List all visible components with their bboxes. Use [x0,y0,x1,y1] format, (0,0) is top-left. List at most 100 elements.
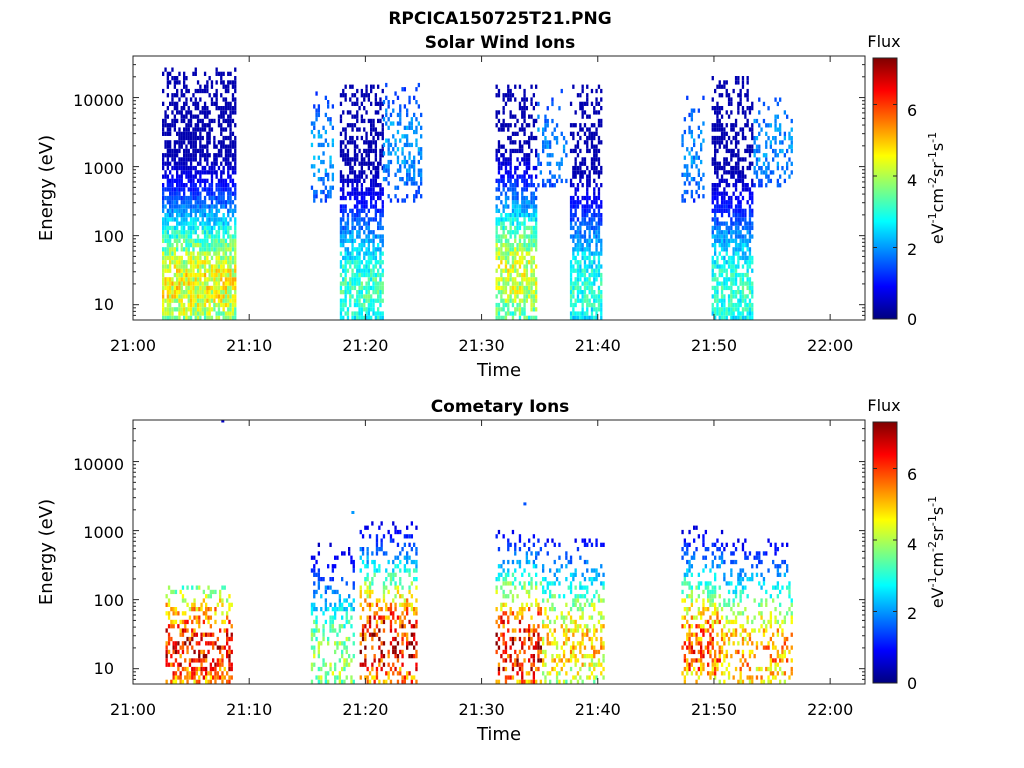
heatmap-cell [732,255,735,261]
heatmap-cell [396,159,400,165]
heatmap-cell [588,127,591,132]
heatmap-cell [229,277,232,282]
heatmap-cell [217,285,221,291]
heatmap-cell [206,140,209,145]
heatmap-cell [723,135,726,141]
heatmap-cell [358,255,361,261]
heatmap-cell [581,170,584,175]
heatmap-cell [525,195,529,201]
heatmap-cell [381,234,384,239]
heatmap-cell [379,148,382,154]
heatmap-cell [576,170,580,175]
heatmap-cell [349,234,352,239]
heatmap-cell [203,234,207,239]
heatmap-cell [600,311,603,316]
heatmap-cell [535,315,538,320]
heatmap-cell [381,123,384,128]
heatmap-cell [351,165,354,171]
heatmap-cell [408,155,411,160]
heatmap-cell [176,118,179,124]
heatmap-cell [377,290,380,295]
heatmap-cell [191,602,194,607]
heatmap-cell [744,255,747,261]
heatmap-cell [576,131,580,136]
heatmap-cell [194,272,197,278]
heatmap-cell [588,230,591,235]
heatmap-cell [185,88,188,94]
heatmap-cell [206,114,209,119]
heatmap-cell [176,230,179,235]
heatmap-cell [361,534,365,539]
heatmap-cell [358,302,361,308]
heatmap-cell [495,123,498,128]
heatmap-cell [221,602,224,607]
heatmap-cell [523,170,526,175]
heatmap-cell [748,208,752,213]
heatmap-cell [597,298,601,303]
heatmap-cell [714,127,717,132]
heatmap-cell [199,195,202,201]
heatmap-cell [172,619,175,625]
heatmap-cell [366,619,369,625]
heatmap-cell [180,170,183,175]
heatmap-cell [207,649,210,655]
heatmap-cell [727,200,731,205]
heatmap-cell [169,225,172,231]
heatmap-cell [528,140,531,145]
heatmap-cell [502,97,505,102]
heatmap-cell [224,277,228,282]
heatmap-cell [507,277,510,282]
heatmap-cell [695,155,698,160]
heatmap-cell [171,76,174,81]
heatmap-cell [313,607,316,612]
heatmap-cell [716,204,719,209]
heatmap-cell [579,298,582,303]
heatmap-cell [180,290,183,295]
heatmap-cell [224,110,228,115]
heatmap-cell [227,290,230,295]
heatmap-cell [523,195,526,201]
heatmap-cell [748,230,752,235]
heatmap-cell [342,234,345,239]
heatmap-cell [171,148,174,154]
heatmap-cell [196,161,200,166]
heatmap-cell [365,315,368,320]
heatmap-cell [377,298,380,303]
heatmap-cell [401,177,404,182]
heatmap-cell [555,123,559,128]
heatmap-cell [169,285,172,291]
heatmap-cell [213,195,216,201]
heatmap-cell [353,204,357,209]
heatmap-cell [525,277,529,282]
heatmap-cell [203,251,207,256]
heatmap-cell [322,577,325,582]
heatmap-cell [207,615,210,620]
heatmap-cell [504,195,508,201]
heatmap-cell [194,165,197,171]
heatmap-cell [217,247,221,252]
heatmap-cell [723,260,726,265]
heatmap-cell [180,294,183,299]
heatmap-cell [229,264,232,269]
heatmap-cell [516,307,519,312]
heatmap-cell [544,114,547,119]
heatmap-cell [374,178,378,183]
heatmap-cell [229,255,232,261]
heatmap-cell [227,101,230,106]
heatmap-cell [497,315,501,320]
heatmap-cell [189,97,193,102]
heatmap-cell [504,311,508,316]
heatmap-cell [324,662,328,667]
heatmap-cell [737,243,740,248]
heatmap-cell [176,213,179,218]
heatmap-cell [718,238,721,243]
heatmap-cell [583,101,587,106]
heatmap-cell [360,315,364,320]
heatmap-cell [727,302,731,308]
heatmap-cell [586,84,589,89]
heatmap-cell [349,255,352,261]
heatmap-cell [560,178,563,184]
heatmap-cell [377,315,380,320]
heatmap-cell [166,298,170,303]
heatmap-cell [343,607,346,612]
